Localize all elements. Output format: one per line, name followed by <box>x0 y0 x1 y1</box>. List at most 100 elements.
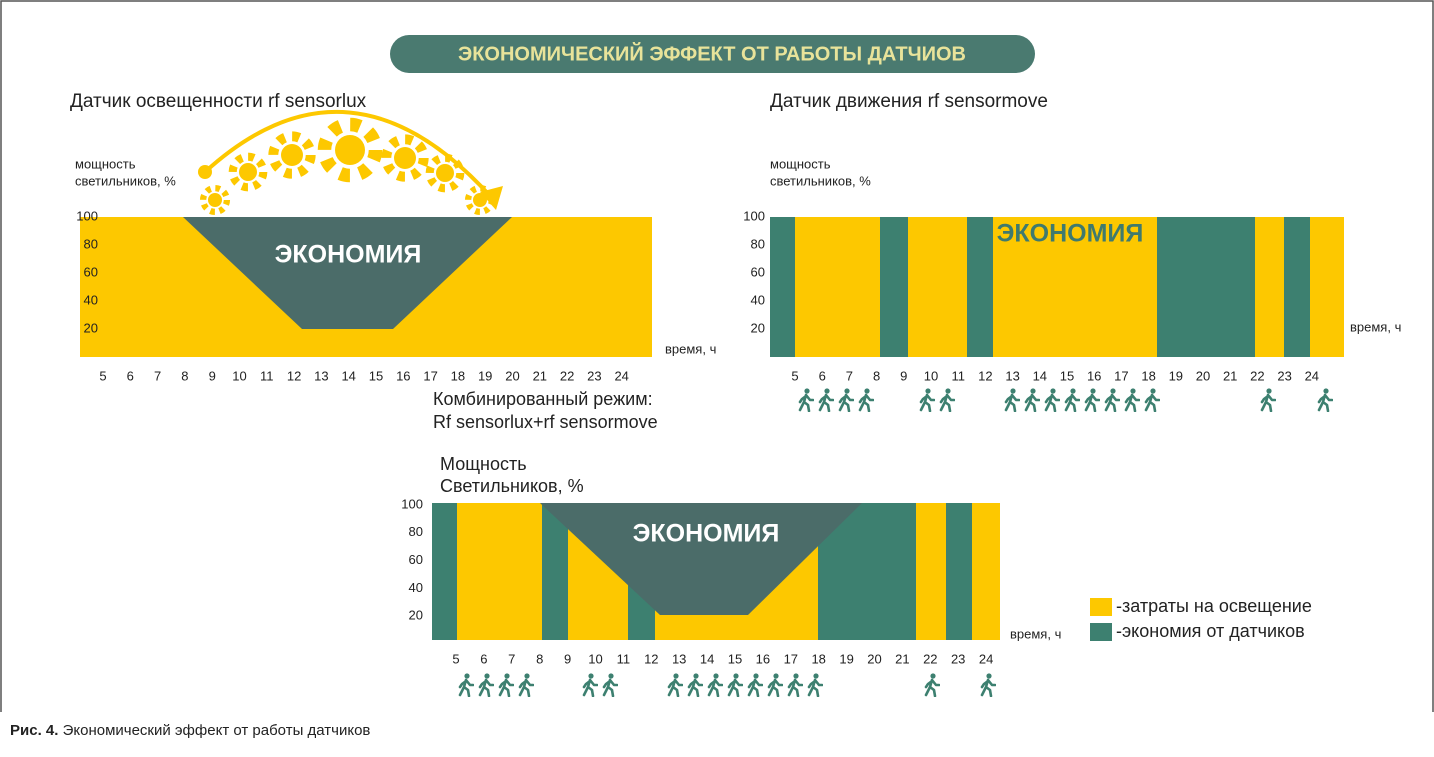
x-tick-label: 22 <box>560 368 574 383</box>
x-tick-label: 9 <box>209 368 216 383</box>
savings-area <box>183 217 512 329</box>
walker-icon <box>1104 388 1120 412</box>
y-axis-label: светильников, % <box>75 173 176 188</box>
x-tick-label: 24 <box>979 651 993 666</box>
x-tick-label: 11 <box>617 651 631 666</box>
savings-area <box>542 503 568 640</box>
walker-icon <box>498 673 514 697</box>
x-tick-label: 23 <box>1277 368 1291 383</box>
savings-area <box>432 503 457 640</box>
x-tick-label: 19 <box>478 368 492 383</box>
cost-area <box>972 503 1000 640</box>
x-tick-label: 21 <box>533 368 547 383</box>
savings-label: ЭКОНОМИЯ <box>275 241 422 269</box>
x-tick-label: 24 <box>1305 368 1319 383</box>
x-tick-label: 7 <box>154 368 161 383</box>
x-tick-label: 5 <box>452 651 459 666</box>
panel-title: Комбинированный режим: <box>433 389 653 409</box>
savings-area <box>880 217 908 357</box>
x-tick-label: 14 <box>700 651 714 666</box>
walker-icon <box>1260 388 1276 412</box>
legend-swatch <box>1090 623 1112 641</box>
x-tick-label: 17 <box>423 368 437 383</box>
panel-title: Датчик освещенности rf sensorlux <box>70 91 367 112</box>
sun-rays <box>199 184 231 216</box>
x-tick-label: 16 <box>756 651 770 666</box>
y-tick-label: 60 <box>409 552 423 567</box>
frame <box>0 0 1434 712</box>
x-tick-label: 9 <box>900 368 907 383</box>
sun <box>208 193 222 207</box>
walker-icon <box>667 673 683 697</box>
cost-area <box>795 217 880 357</box>
y-tick-label: 40 <box>409 580 423 595</box>
walker-icon <box>458 673 474 697</box>
x-tick-label: 9 <box>564 651 571 666</box>
walker-icon <box>518 673 534 697</box>
walker-icon <box>1044 388 1060 412</box>
x-tick-label: 12 <box>978 368 992 383</box>
sun <box>281 144 303 166</box>
sun <box>436 164 454 182</box>
sun-rays <box>317 117 383 183</box>
walker-icon <box>1317 388 1333 412</box>
x-axis-label: время, ч <box>1350 319 1401 334</box>
y-tick-label: 20 <box>84 320 98 335</box>
title: ЭКОНОМИЧЕСКИЙ ЭФФЕКТ ОТ РАБОТЫ ДАТЧИОВ <box>458 41 966 65</box>
y-tick-label: 80 <box>751 236 765 251</box>
walker-icon <box>1144 388 1160 412</box>
y-tick-label: 100 <box>401 496 423 511</box>
y-tick-label: 40 <box>751 292 765 307</box>
x-tick-label: 17 <box>784 651 798 666</box>
savings-area <box>770 217 795 357</box>
x-tick-label: 8 <box>873 368 880 383</box>
legend-swatch <box>1090 598 1112 616</box>
cost-area <box>908 217 967 357</box>
savings-area <box>540 503 862 615</box>
walker-icon <box>602 673 618 697</box>
sun <box>394 147 416 169</box>
walker-icon <box>1024 388 1040 412</box>
walker-icon <box>818 388 834 412</box>
x-tick-label: 23 <box>951 651 965 666</box>
y-tick-label: 60 <box>84 264 98 279</box>
title-pill <box>390 35 1035 73</box>
sun <box>239 163 257 181</box>
walker-icon <box>807 673 823 697</box>
x-tick-label: 13 <box>1005 368 1019 383</box>
walker-icon <box>980 673 996 697</box>
x-tick-label: 22 <box>1250 368 1264 383</box>
sun-arc <box>203 109 494 200</box>
y-tick-label: 100 <box>76 208 98 223</box>
sun-rays <box>228 152 268 192</box>
x-tick-label: 12 <box>287 368 301 383</box>
y-axis-label: Светильников, % <box>440 476 584 496</box>
y-tick-label: 40 <box>84 292 98 307</box>
walker-icon <box>478 673 494 697</box>
x-tick-label: 21 <box>1223 368 1237 383</box>
x-tick-label: 18 <box>1141 368 1155 383</box>
x-tick-label: 21 <box>895 651 909 666</box>
caption-text: Экономический эффект от работы датчиков <box>58 722 370 739</box>
x-tick-label: 6 <box>819 368 826 383</box>
savings-area <box>946 503 972 640</box>
y-axis-label: мощность <box>770 156 831 171</box>
x-tick-label: 15 <box>728 651 742 666</box>
sun-rays <box>381 134 429 182</box>
x-tick-label: 8 <box>181 368 188 383</box>
caption: Рис. 4. Экономический эффект от работы д… <box>10 722 370 739</box>
sun <box>335 135 365 165</box>
walker-icon <box>707 673 723 697</box>
legend-label: -экономия от датчиков <box>1116 621 1305 641</box>
cost-area <box>916 503 946 640</box>
cost-area <box>457 503 542 640</box>
x-tick-label: 7 <box>846 368 853 383</box>
savings-area <box>967 217 993 357</box>
x-tick-label: 10 <box>232 368 246 383</box>
cost-area <box>1310 217 1344 357</box>
x-tick-label: 19 <box>839 651 853 666</box>
walker-icon <box>767 673 783 697</box>
walker-icon <box>687 673 703 697</box>
walker-icon <box>919 388 935 412</box>
walker-icon <box>1004 388 1020 412</box>
